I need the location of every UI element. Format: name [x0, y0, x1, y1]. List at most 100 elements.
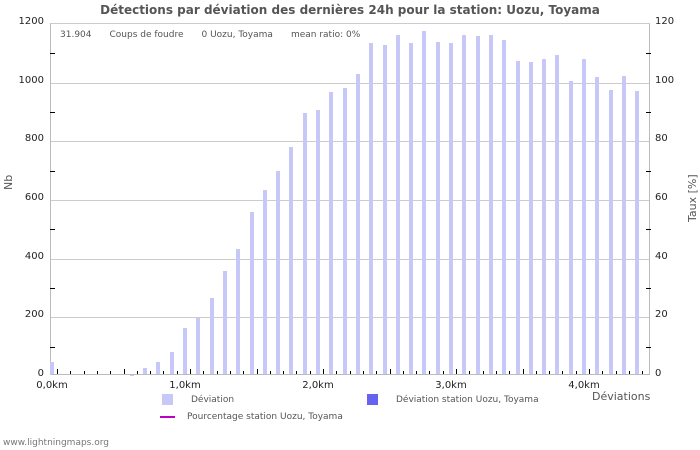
- x-tick: [203, 371, 205, 375]
- x-tick: [243, 371, 245, 375]
- x-tick: [362, 371, 364, 375]
- legend-swatch-deviation-station: [367, 394, 378, 405]
- bar-deviation: [542, 59, 547, 375]
- strike-count-label: Coups de foudre: [109, 30, 184, 40]
- x-axis-title: Déviations: [592, 390, 651, 403]
- bar-deviation: [435, 42, 440, 375]
- bar-deviation: [475, 35, 480, 375]
- bar-deviation: [582, 59, 586, 375]
- y-tick-label: 600: [24, 192, 44, 203]
- x-tick: [602, 371, 604, 375]
- x-tick: [336, 371, 338, 375]
- bar-deviation: [369, 42, 374, 375]
- minor-tick: [646, 288, 651, 289]
- bar-deviation: [262, 189, 267, 375]
- minor-tick: [646, 170, 651, 172]
- y2-tick-label: 20: [655, 309, 668, 321]
- x-tick: [96, 371, 98, 375]
- y-tick-label: 200: [24, 309, 44, 321]
- x-axis-line: [51, 374, 649, 375]
- bar-deviation: [462, 35, 467, 375]
- x-tick: [469, 371, 471, 375]
- bar-deviation: [156, 362, 161, 375]
- gridline: [51, 258, 649, 260]
- x-tick: [628, 371, 630, 375]
- x-tick: [309, 371, 311, 375]
- minor-tick: [50, 53, 55, 55]
- x-tick: [549, 371, 551, 375]
- y-tick-label: 1200: [18, 16, 44, 27]
- x-tick: [522, 369, 524, 375]
- legend-label: Pourcentage station Uozu, Toyama: [187, 412, 343, 422]
- x-tick: [429, 371, 431, 375]
- minor-tick: [646, 346, 651, 348]
- minor-tick: [50, 346, 55, 348]
- x-tick: [589, 369, 590, 375]
- x-tick: [562, 371, 564, 375]
- x-tick: [509, 371, 511, 375]
- legend-deviation: Déviation: [162, 394, 234, 405]
- bar-deviation: [276, 171, 281, 375]
- bar-deviation: [143, 368, 148, 375]
- y2-tick-label: 100: [655, 74, 675, 86]
- x-tick: [495, 371, 497, 375]
- gridline: [51, 200, 649, 201]
- bar-deviation: [50, 362, 54, 375]
- bar-deviation: [502, 40, 507, 375]
- x-tick: [615, 371, 617, 375]
- minor-tick: [646, 53, 651, 55]
- strike-count: 31.904: [60, 30, 92, 40]
- legend-label: Déviation station Uozu, Toyama: [396, 394, 539, 405]
- bar-deviation: [236, 248, 241, 375]
- bar-deviation: [342, 88, 347, 375]
- y2-tick-label: 40: [655, 250, 668, 262]
- y-tick-label: 0: [37, 368, 44, 379]
- minor-tick: [50, 112, 55, 113]
- bar-deviation: [528, 62, 533, 375]
- bar-deviation: [329, 92, 334, 375]
- x-tick: [482, 371, 484, 375]
- x-tick: [296, 371, 298, 375]
- minor-tick: [50, 288, 55, 289]
- x-tick: [349, 371, 351, 375]
- x-tick: [416, 371, 418, 375]
- bar-deviation: [608, 90, 613, 375]
- y2-axis-title: Taux [%]: [686, 174, 699, 222]
- bar-deviation: [621, 76, 626, 375]
- y2-tick-label: 80: [655, 133, 668, 145]
- x-tick-label: 1,0km: [169, 380, 201, 391]
- chart-title: Détections par déviation des dernières 2…: [100, 3, 600, 17]
- gridline: [51, 141, 649, 143]
- legend-deviation-station: Déviation station Uozu, Toyama: [367, 394, 539, 405]
- x-tick: [70, 371, 72, 375]
- bar-deviation: [196, 317, 201, 375]
- x-tick: [229, 371, 231, 375]
- plot-area: [50, 23, 651, 375]
- bar-deviation: [422, 30, 427, 375]
- gridline: [51, 82, 649, 84]
- bar-deviation: [488, 35, 493, 375]
- x-tick-label: 3,0km: [435, 380, 467, 391]
- x-tick: [283, 371, 285, 375]
- legend-swatch-deviation: [162, 394, 173, 405]
- bar-deviation: [222, 270, 227, 375]
- bar-deviation: [449, 42, 453, 375]
- x-tick: [376, 371, 378, 375]
- x-tick: [323, 369, 324, 375]
- x-tick: [83, 371, 85, 375]
- minor-tick: [646, 112, 651, 113]
- bar-deviation: [555, 54, 560, 375]
- x-tick-label: 0,0km: [36, 380, 68, 391]
- x-tick: [176, 371, 178, 375]
- minor-tick: [646, 229, 651, 231]
- bar-deviation: [395, 35, 400, 375]
- x-tick: [163, 371, 165, 375]
- bar-deviation: [355, 74, 360, 375]
- y-tick-label: 1000: [18, 74, 44, 86]
- footer-credit: www.lightningmaps.org: [3, 438, 109, 448]
- y2-tick-label: 120: [655, 16, 675, 27]
- x-tick: [575, 371, 577, 375]
- x-tick: [57, 369, 58, 375]
- bar-deviation: [169, 351, 174, 375]
- x-tick: [256, 369, 258, 375]
